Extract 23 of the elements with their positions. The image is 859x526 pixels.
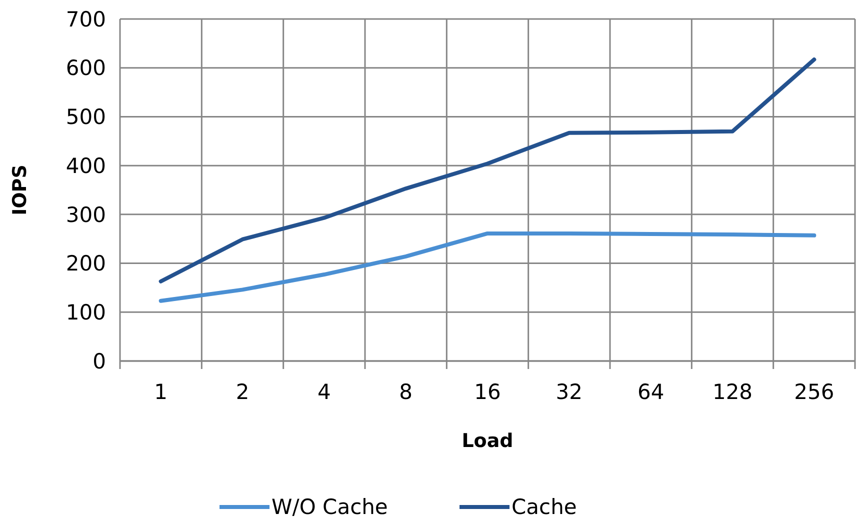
x-tick-label: 8 xyxy=(399,380,413,404)
y-tick-label: 0 xyxy=(92,349,106,374)
y-tick-label: 600 xyxy=(66,56,106,80)
x-axis-title: Load xyxy=(462,430,514,452)
line-series xyxy=(158,58,816,284)
y-tick-label: 200 xyxy=(66,252,106,276)
y-tick-label: 100 xyxy=(66,300,106,324)
line-series xyxy=(158,231,816,303)
x-tick-label: 32 xyxy=(556,380,583,404)
y-tick-label: 400 xyxy=(66,154,106,178)
x-tick-label: 1 xyxy=(154,380,168,404)
y-tick-label: 300 xyxy=(66,202,106,227)
x-tick-label: 16 xyxy=(474,380,501,404)
x-tick-label: 4 xyxy=(317,380,331,404)
x-tick-label: 256 xyxy=(794,380,834,404)
legend-label: Cache xyxy=(512,495,577,519)
x-tick-label: 64 xyxy=(637,380,664,404)
y-axis-title: IOPS xyxy=(9,164,31,216)
x-tick-label: 128 xyxy=(712,380,753,404)
legend-label: W/O Cache xyxy=(272,495,388,519)
y-tick-label: 700 xyxy=(66,7,106,32)
y-tick-label: 500 xyxy=(66,105,106,130)
x-tick-label: 2 xyxy=(236,380,250,404)
